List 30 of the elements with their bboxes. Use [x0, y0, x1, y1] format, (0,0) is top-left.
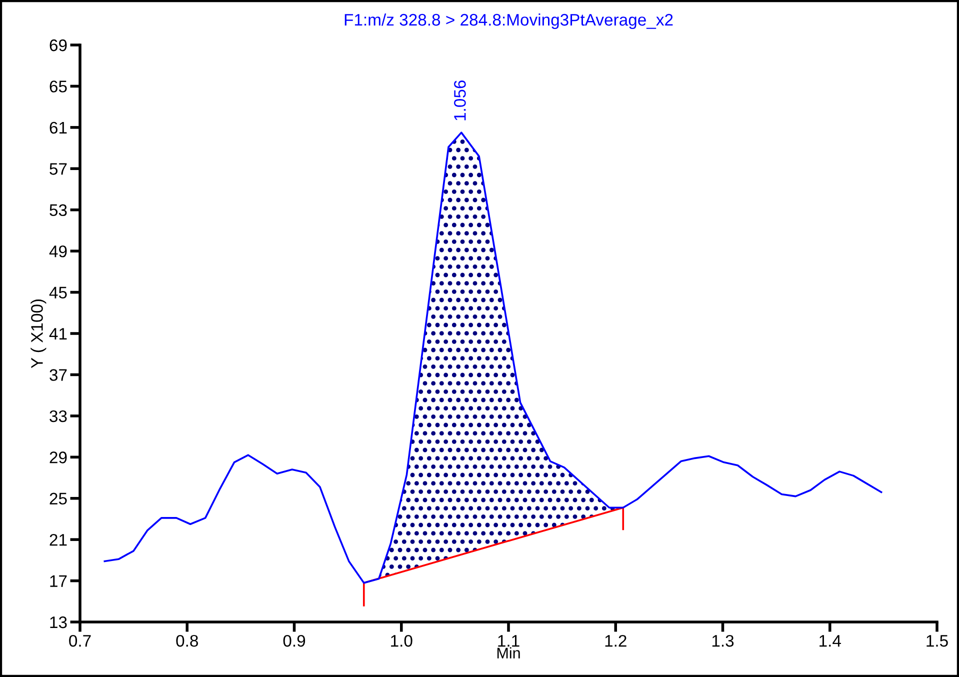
x-tick-label: 1.5	[926, 635, 948, 647]
y-tick-label: 17	[50, 575, 67, 587]
x-tick-label: 0.7	[69, 634, 91, 647]
y-tick-label: 37	[50, 369, 67, 381]
x-tick-label: 1.1	[498, 635, 520, 647]
x-tick-label: 1.4	[820, 635, 841, 647]
annotation: 1.056	[454, 80, 466, 120]
y-axis-title: Y ( X100)	[30, 299, 46, 368]
y-tick-label: 45	[49, 286, 67, 298]
y-tick-label: 53	[50, 204, 67, 216]
x-tick-label: 1.0	[391, 634, 412, 647]
chart-title: F1:m/z 328.8 > 284.8:Moving3PtAverage_x2	[344, 13, 673, 30]
y-tick-label: 41	[49, 328, 67, 340]
y-tick-label: 65	[50, 80, 67, 92]
y-tick-label: 49	[49, 245, 67, 258]
y-tick-label: 69	[50, 39, 67, 52]
line-series	[104, 132, 882, 584]
y-tick-label: 21	[50, 534, 67, 546]
y-tick-label: 61	[50, 122, 67, 134]
x-tick-label: 0.8	[176, 634, 198, 647]
y-tick-label: 57	[50, 163, 67, 175]
y-tick-label: 29	[50, 452, 67, 464]
x-tick-label: 0.9	[283, 634, 306, 647]
line-series	[362, 506, 624, 606]
x-tick-label: 1.2	[605, 634, 626, 647]
y-tick-label: 13	[50, 616, 67, 628]
y-tick-label: 33	[50, 410, 67, 422]
x-axis-title: Min	[497, 647, 520, 658]
x-tick-label: 1.3	[712, 634, 734, 647]
y-tick-label: 25	[50, 492, 67, 505]
